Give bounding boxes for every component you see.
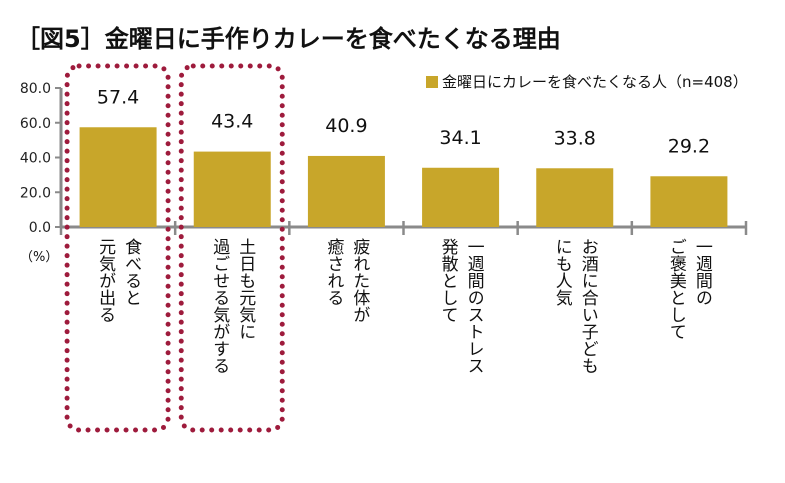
data-label: 57.4 (97, 86, 139, 108)
data-label: 40.9 (325, 115, 367, 137)
bar (650, 176, 728, 227)
y-tick-label: 0.0 (29, 220, 51, 236)
legend-label: 金曜日にカレーを食べたくなる人（n=408） (442, 73, 748, 91)
category-label-line: 元気が出る (95, 238, 116, 323)
data-label: 33.8 (554, 127, 596, 149)
category-label-line: ご褒美として (665, 238, 686, 340)
category-label-line: 土日も元気に (235, 238, 256, 340)
highlight-box (64, 63, 171, 433)
category-label: 一週間の ご褒美として (663, 238, 715, 340)
data-label: 29.2 (668, 135, 710, 157)
legend-swatch (426, 75, 438, 88)
bar (307, 155, 385, 227)
data-label: 43.4 (211, 111, 253, 133)
category-label-line: 癒される (323, 238, 344, 306)
category-label-line: 一週間のストレス (463, 238, 484, 374)
category-label-line: 一週間の (691, 238, 712, 306)
data-label: 34.1 (439, 127, 481, 149)
category-label: 一週間のストレス 発散として (435, 238, 487, 374)
highlight-box (178, 63, 285, 433)
bar (422, 167, 500, 227)
category-label-line: 発散として (437, 238, 458, 323)
y-tick-label: 60.0 (20, 116, 51, 132)
category-label-line: お酒に合い子ども (577, 238, 598, 374)
legend: 金曜日にカレーを食べたくなる人（n=408） (426, 71, 748, 92)
category-label-line: にも人気 (551, 238, 572, 306)
y-tick-label: 20.0 (20, 185, 51, 201)
category-label: 土日も元気に 過ごせる気がする (206, 238, 258, 374)
y-tick-label: 40.0 (20, 151, 51, 167)
category-label-line: 食べると (121, 238, 142, 306)
y-axis-unit: （%） (20, 250, 59, 265)
category-label-line: 過ごせる気がする (209, 238, 230, 374)
y-tick-label: 80.0 (20, 81, 51, 97)
category-label: 疲れた体が 癒される (320, 238, 372, 323)
category-label: 食べると 元気が出る (92, 238, 144, 323)
bar (536, 168, 614, 227)
category-label: お酒に合い子ども にも人気 (549, 238, 601, 374)
bar (79, 127, 157, 227)
bar (193, 151, 271, 227)
category-label-line: 疲れた体が (349, 238, 370, 323)
chart-title: ［図5］金曜日に手作りカレーを食べたくなる理由 (16, 25, 561, 53)
